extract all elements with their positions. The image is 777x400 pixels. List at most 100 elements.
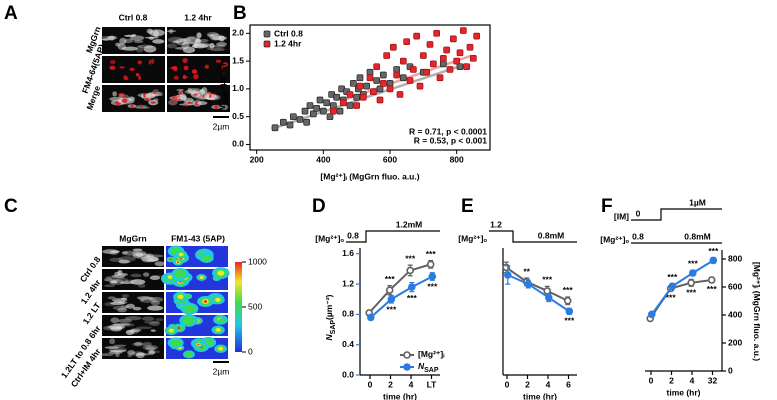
stimulus-before: 0	[636, 208, 641, 218]
dendrite-signal	[145, 346, 156, 351]
dendrite-signal	[206, 97, 215, 100]
dendrite-signal	[120, 323, 135, 327]
fm-puncta	[171, 100, 175, 105]
fm-puncta	[182, 58, 188, 64]
fm-puncta	[215, 59, 222, 63]
data-point	[407, 283, 416, 291]
fm-puncta	[138, 75, 141, 81]
fm-puncta	[150, 58, 155, 64]
scatter-point	[309, 110, 317, 118]
dendrite-signal	[167, 43, 177, 49]
dendrite-signal	[191, 43, 208, 49]
heat-blob	[168, 328, 174, 333]
data-point	[647, 310, 656, 319]
scatter-point	[403, 38, 411, 46]
scatter-point	[349, 79, 357, 87]
dendrite-signal	[132, 253, 151, 259]
dendrite-signal	[183, 37, 200, 43]
y-tick-label: 0.8	[342, 309, 354, 319]
scatter-point	[386, 79, 394, 87]
dendrite-signal	[167, 36, 184, 43]
dendrite-signal	[118, 259, 130, 265]
x-tick-label: 32	[708, 375, 718, 385]
stimulus-label: [Mg²⁺]ₒ	[315, 233, 344, 243]
scatter-point	[446, 66, 454, 73]
scale-bar-label: 2µm	[213, 121, 230, 131]
dendrite-signal	[111, 274, 126, 279]
scatter-point	[436, 74, 444, 82]
dendrite-signal	[212, 44, 226, 48]
dendrite-signal	[195, 38, 201, 44]
panel-label: E	[461, 196, 474, 217]
dendrite-signal	[207, 33, 215, 38]
y-axis-label: NSAP(µm⁻²)	[324, 294, 337, 340]
x-tick-label: 4	[409, 379, 414, 389]
data-point	[709, 256, 718, 265]
scatter-point	[399, 74, 407, 82]
scatter-point	[316, 96, 324, 104]
scatter-point	[396, 91, 404, 98]
stimulus-before: 1.2	[490, 219, 502, 229]
heat-blob	[217, 270, 225, 276]
dendrite-signal	[147, 350, 161, 354]
series-line	[649, 279, 712, 320]
dendrite-signal	[150, 329, 156, 332]
dendrite-signal	[121, 46, 138, 51]
dendrite-signal	[135, 326, 153, 330]
dendrite-signal	[145, 253, 154, 260]
dendrite-signal	[137, 296, 154, 301]
dendrite-signal	[187, 87, 192, 94]
y-tick-label: 1.6	[342, 248, 354, 258]
scatter-point	[386, 85, 394, 93]
scatter-point	[329, 107, 337, 115]
dendrite-signal	[130, 273, 142, 278]
dendrite-signal	[150, 300, 161, 306]
x-tick-label: 0	[368, 379, 373, 389]
scatter-point	[356, 74, 364, 82]
dendrite-signal	[206, 43, 213, 51]
data-point	[426, 260, 435, 269]
dendrite-signal	[134, 341, 143, 346]
legend-marker	[403, 351, 411, 359]
legend-label: Ctrl 0.8	[274, 28, 303, 38]
scatter-point	[346, 91, 354, 98]
scatter-point	[336, 107, 344, 115]
dendrite-signal	[104, 284, 116, 288]
dendrite-signal	[149, 275, 161, 280]
dendrite-signal	[113, 344, 127, 347]
scatter-point	[439, 54, 447, 62]
colorbar-tick-label: 0	[248, 346, 253, 356]
dendrite-signal	[98, 353, 114, 356]
scatter-point	[306, 102, 314, 109]
text-part: SAP	[424, 367, 439, 374]
annotation: R = 0.53, p < 0.001	[414, 135, 488, 145]
y-tick-label: 0.5	[232, 111, 244, 121]
data-point	[687, 278, 696, 287]
panel-label: A	[4, 3, 18, 24]
dendrite-signal	[216, 42, 227, 47]
scatter-point	[449, 35, 457, 43]
dendrite-signal	[104, 346, 120, 349]
scatter-point	[456, 63, 464, 71]
dendrite-signal	[209, 42, 215, 49]
column-header: FM1-43 (5AP)	[171, 233, 225, 243]
fm-puncta	[130, 103, 134, 109]
legend-marker	[403, 363, 411, 371]
text-part: SAP	[223, 91, 230, 106]
y-tick-label: 800	[728, 253, 742, 263]
scatter-point	[326, 113, 334, 121]
scatter-point	[429, 60, 437, 68]
dendrite-signal	[149, 296, 164, 303]
dendrite-signal	[121, 294, 130, 298]
series-line	[368, 263, 431, 314]
significance: ***	[426, 249, 437, 259]
y-tick-label: 2.0	[232, 28, 244, 38]
dendrite-signal	[128, 96, 136, 103]
scale-bar-label: 2µm	[213, 366, 230, 376]
fm-puncta	[119, 66, 125, 69]
fm-puncta	[187, 101, 192, 105]
dendrite-signal	[103, 325, 121, 331]
dendrite-signal	[132, 250, 147, 257]
scatter-point	[413, 32, 421, 40]
fm-puncta	[122, 94, 126, 99]
